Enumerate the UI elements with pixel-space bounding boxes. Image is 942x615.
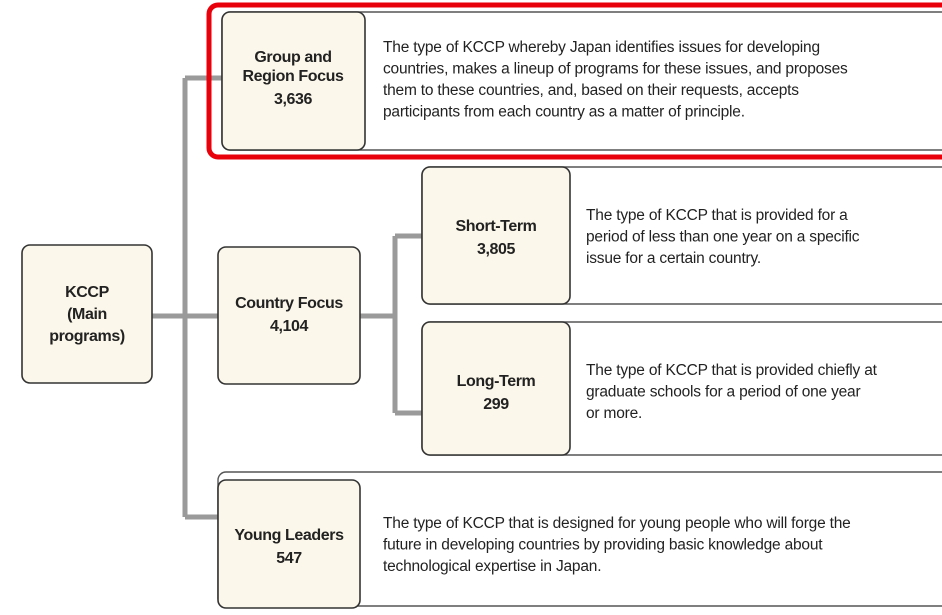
node-label: Young Leaders: [234, 527, 344, 544]
connector: [152, 75, 422, 520]
node-count: 3,805: [477, 241, 516, 258]
node-label: KCCP: [65, 284, 109, 301]
node-description: The type of KCCP that is provided chiefl…: [586, 362, 878, 379]
node-box: [217, 479, 361, 609]
node-box: [421, 321, 571, 456]
node-description: period of less than one year on a specif…: [586, 229, 860, 246]
node-description: or more.: [586, 405, 642, 422]
node-description: future in developing countries by provid…: [383, 537, 823, 554]
node-description: The type of KCCP that is designed for yo…: [383, 515, 851, 532]
node-description: them to these countries, and, based on t…: [383, 82, 799, 99]
node-description: The type of KCCP whereby Japan identifie…: [383, 39, 820, 56]
node-count: 299: [483, 396, 509, 413]
node-description: countries, makes a lineup of programs fo…: [383, 61, 848, 78]
node-description: The type of KCCP that is provided for a: [586, 207, 848, 224]
node-label: programs): [49, 328, 125, 345]
node-box: [217, 246, 361, 385]
node-description: issue for a certain country.: [586, 250, 761, 267]
node-label: Region Focus: [243, 68, 344, 85]
highlight: [206, 2, 942, 160]
node-label: Group and: [254, 49, 331, 66]
node-box: [221, 11, 366, 151]
node-count: 3,636: [274, 91, 313, 108]
node-count: 4,104: [270, 318, 309, 335]
node-description: technological expertise in Japan.: [383, 558, 601, 575]
node-label: Short-Term: [455, 218, 536, 235]
node-label: Long-Term: [457, 373, 536, 390]
node-label: (Main: [67, 306, 107, 323]
node-label: Country Focus: [235, 295, 343, 312]
node-box: [21, 244, 153, 384]
node-description: participants from each country as a matt…: [383, 104, 745, 121]
node-count: 547: [276, 550, 302, 567]
node-box: [421, 166, 571, 305]
node-description: graduate schools for a period of one yea…: [586, 384, 860, 401]
